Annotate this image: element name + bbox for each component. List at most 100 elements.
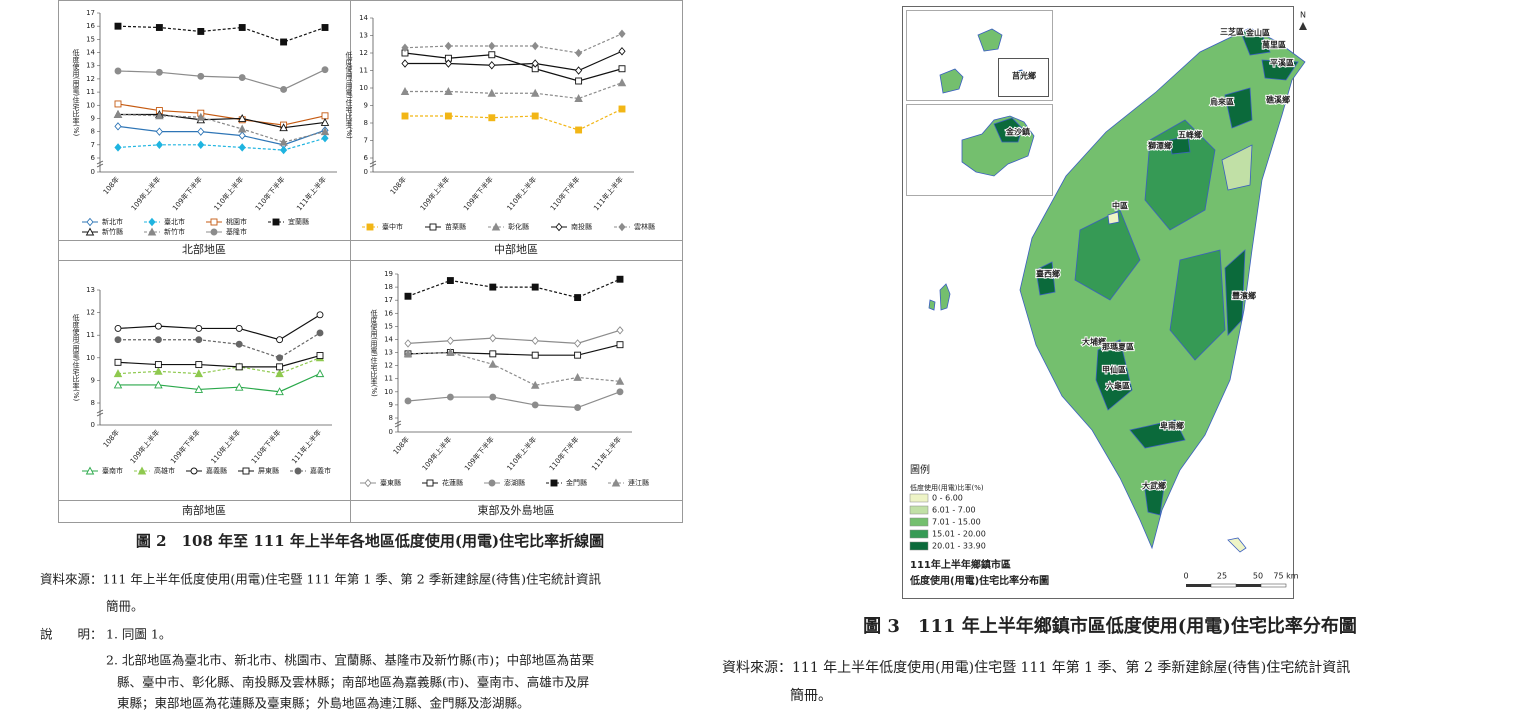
y-tick-label: 11 (86, 88, 95, 96)
data-point (316, 329, 324, 337)
x-tick-label: 109年上半年 (420, 435, 453, 472)
line-chart: 0 6 7 8 9 10 11 12 13 14 低度使用(用電)住宅比率(%) 108年 109年上半… (345, 14, 655, 256)
data-point (574, 351, 582, 359)
data-point (197, 127, 205, 136)
map-title: 111年上半年鄉鎮市區 (910, 558, 1011, 571)
series-line (407, 391, 621, 409)
data-point (401, 59, 409, 68)
legend-label: 新竹市 (164, 227, 185, 236)
legend-subtitle: 低度使用(用電)比率(%) (910, 483, 984, 492)
legend-marker (618, 222, 626, 232)
legend-label: 臺東縣 (380, 478, 401, 487)
data-point (114, 324, 122, 332)
data-point (321, 66, 329, 74)
data-point (321, 24, 329, 31)
axis-break (369, 160, 377, 168)
place-label: 中區 (1112, 201, 1128, 211)
note-text: 1. 同圖 1。 (106, 627, 171, 642)
data-point (235, 340, 243, 348)
line-chart: 0 6 7 8 9 10 11 12 13 14 15 16 17 低度使用(用電)住宅比率(%) 108年… (72, 9, 337, 256)
y-tick-label: 18 (384, 283, 393, 291)
y-tick-label: 9 (91, 376, 95, 384)
x-tick-label: 110年下半年 (547, 435, 580, 472)
data-point (238, 143, 246, 152)
y-axis-title: 低度使用(用電)住宅比率(%) (72, 313, 80, 402)
x-tick-label: 109年上半年 (129, 175, 162, 212)
data-point (404, 339, 412, 348)
data-point (154, 366, 163, 375)
data-point (234, 382, 244, 391)
data-point (488, 51, 496, 59)
series-line (405, 82, 623, 100)
y-tick-label: 6 (91, 154, 96, 162)
legend-marker (147, 227, 157, 236)
line-chart: 0 8 9 10 11 12 13 14 15 16 17 18 19 低度使用(用電)住宅比率(%) 10… (360, 270, 649, 517)
note-label: 說 明： (40, 627, 103, 642)
data-point (446, 348, 455, 356)
series-line (117, 125, 326, 146)
legend-label: 連江縣 (628, 478, 649, 487)
data-point (401, 112, 409, 120)
panel-title: 中部地區 (494, 242, 538, 256)
scale-bar (1186, 583, 1287, 588)
data-point (114, 67, 122, 75)
data-point (113, 380, 123, 389)
inset-frame (998, 58, 1049, 97)
y-axis-title: 低度使用(用電)住宅比率(%) (72, 48, 80, 137)
legend-label: 苗栗縣 (445, 222, 466, 231)
legend-swatch (909, 505, 929, 515)
series-line (404, 33, 623, 54)
data-point (316, 352, 324, 359)
data-point (446, 277, 454, 284)
data-point (238, 24, 246, 31)
legend-marker (555, 222, 563, 232)
series-line (117, 137, 326, 151)
panel-title: 北部地區 (182, 242, 226, 256)
y-tick-label: 17 (384, 296, 393, 304)
data-point (154, 322, 162, 330)
data-point (446, 393, 454, 401)
x-tick-label: 108年 (101, 175, 121, 196)
x-tick-label: 108年 (391, 435, 411, 456)
place-label: 三芝區 (1220, 27, 1244, 37)
y-tick-label: 14 (359, 14, 368, 22)
y-tick-label: 9 (91, 114, 95, 122)
y-tick-label: 19 (384, 270, 393, 278)
north-arrow (1299, 22, 1307, 30)
legend-label: 屏東縣 (258, 466, 279, 475)
y-tick-label: 7 (364, 137, 368, 145)
legend-marker (86, 217, 94, 227)
data-point (154, 380, 163, 389)
data-point (195, 361, 203, 369)
data-point (530, 380, 540, 389)
series-line (118, 332, 321, 359)
data-point (573, 372, 582, 381)
legend-label: 臺北市 (164, 217, 185, 226)
series-line (117, 314, 321, 341)
y-tick-label: 12 (86, 309, 95, 317)
data-point (488, 41, 496, 51)
data-point (114, 336, 122, 344)
y-tick-label: 13 (86, 286, 95, 294)
place-label: 五峰鄉 (1178, 130, 1202, 140)
data-point (155, 140, 163, 150)
x-tick-label: 110年上半年 (212, 175, 245, 212)
legend-label: 7.01 - 15.00 (932, 518, 981, 527)
legend-swatch (909, 541, 929, 551)
data-point (530, 88, 540, 97)
place-label: 金沙鎮 (1005, 127, 1030, 137)
y-tick-label: 14 (86, 49, 95, 57)
legend-marker (85, 466, 95, 475)
data-point (197, 28, 205, 35)
data-point (197, 140, 205, 150)
north-label: N (1300, 11, 1306, 20)
y-tick-label: 13 (359, 32, 368, 40)
data-point (616, 326, 624, 335)
data-point (194, 384, 204, 393)
data-point (316, 311, 324, 319)
data-point (531, 336, 539, 345)
x-tick-label: 110年上半年 (209, 428, 242, 465)
y-tick-label: 16 (384, 309, 393, 317)
data-point (574, 339, 582, 348)
